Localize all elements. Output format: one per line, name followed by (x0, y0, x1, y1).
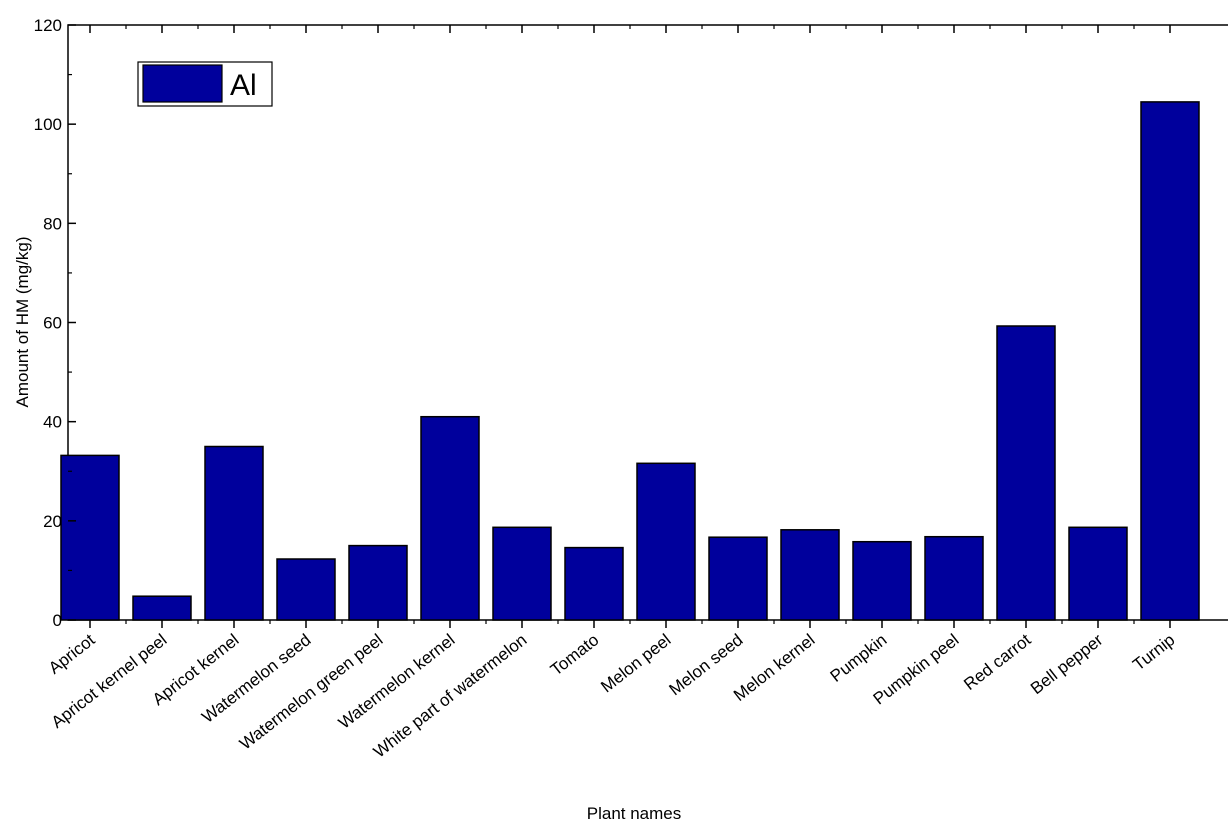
x-tick-label: Turnip (1129, 630, 1178, 674)
x-tick-label: Melon peel (597, 630, 674, 696)
legend-swatch (142, 64, 223, 103)
bar-apricot (60, 454, 120, 621)
bar-pumpkin (852, 540, 912, 621)
y-tick-label: 100 (34, 115, 62, 134)
bars (60, 101, 1200, 621)
x-axis-title: Plant names (587, 804, 682, 823)
x-tick-label: Tomato (547, 630, 603, 679)
bar-tomato (564, 546, 624, 621)
legend: Al (137, 61, 273, 107)
y-tick-label: 80 (43, 214, 62, 233)
bar-apricot-kernel (204, 445, 264, 621)
y-axis: 0 20 40 60 80 100 120 (34, 16, 76, 630)
bar-pumpkin-peel (924, 535, 984, 621)
x-tick-label: Bell pepper (1027, 630, 1107, 698)
bar-melon-peel (636, 462, 696, 621)
y-tick-label: 60 (43, 314, 62, 333)
bar-watermelon-kernel (420, 415, 480, 621)
x-tick-label: Watermelon green peel (236, 630, 386, 753)
bar-red-carrot (996, 325, 1056, 621)
bar-bell-pepper (1068, 526, 1128, 621)
bar-melon-seed (708, 536, 768, 621)
bar-watermelon-green-peel (348, 544, 408, 621)
bar-melon-kernel (780, 529, 840, 621)
y-tick-label: 40 (43, 413, 62, 432)
y-tick-label: 20 (43, 512, 62, 531)
legend-label: Al (230, 69, 257, 102)
bar-turnip (1140, 101, 1200, 621)
x-tick-label: Pumpkin (827, 630, 891, 686)
x-tick-label: Red carrot (960, 630, 1034, 694)
x-tick-label: Apricot (45, 630, 99, 678)
y-tick-label: 0 (53, 611, 62, 630)
bar-white-part-of-watermelon (492, 526, 552, 621)
bar-apricot-kernel-peel (132, 595, 192, 621)
y-axis-title: Amount of HM (mg/kg) (13, 237, 32, 408)
y-tick-label: 120 (34, 16, 62, 35)
x-tick-label: Watermelon kernel (335, 630, 459, 732)
bar-watermelon-seed (276, 558, 336, 621)
